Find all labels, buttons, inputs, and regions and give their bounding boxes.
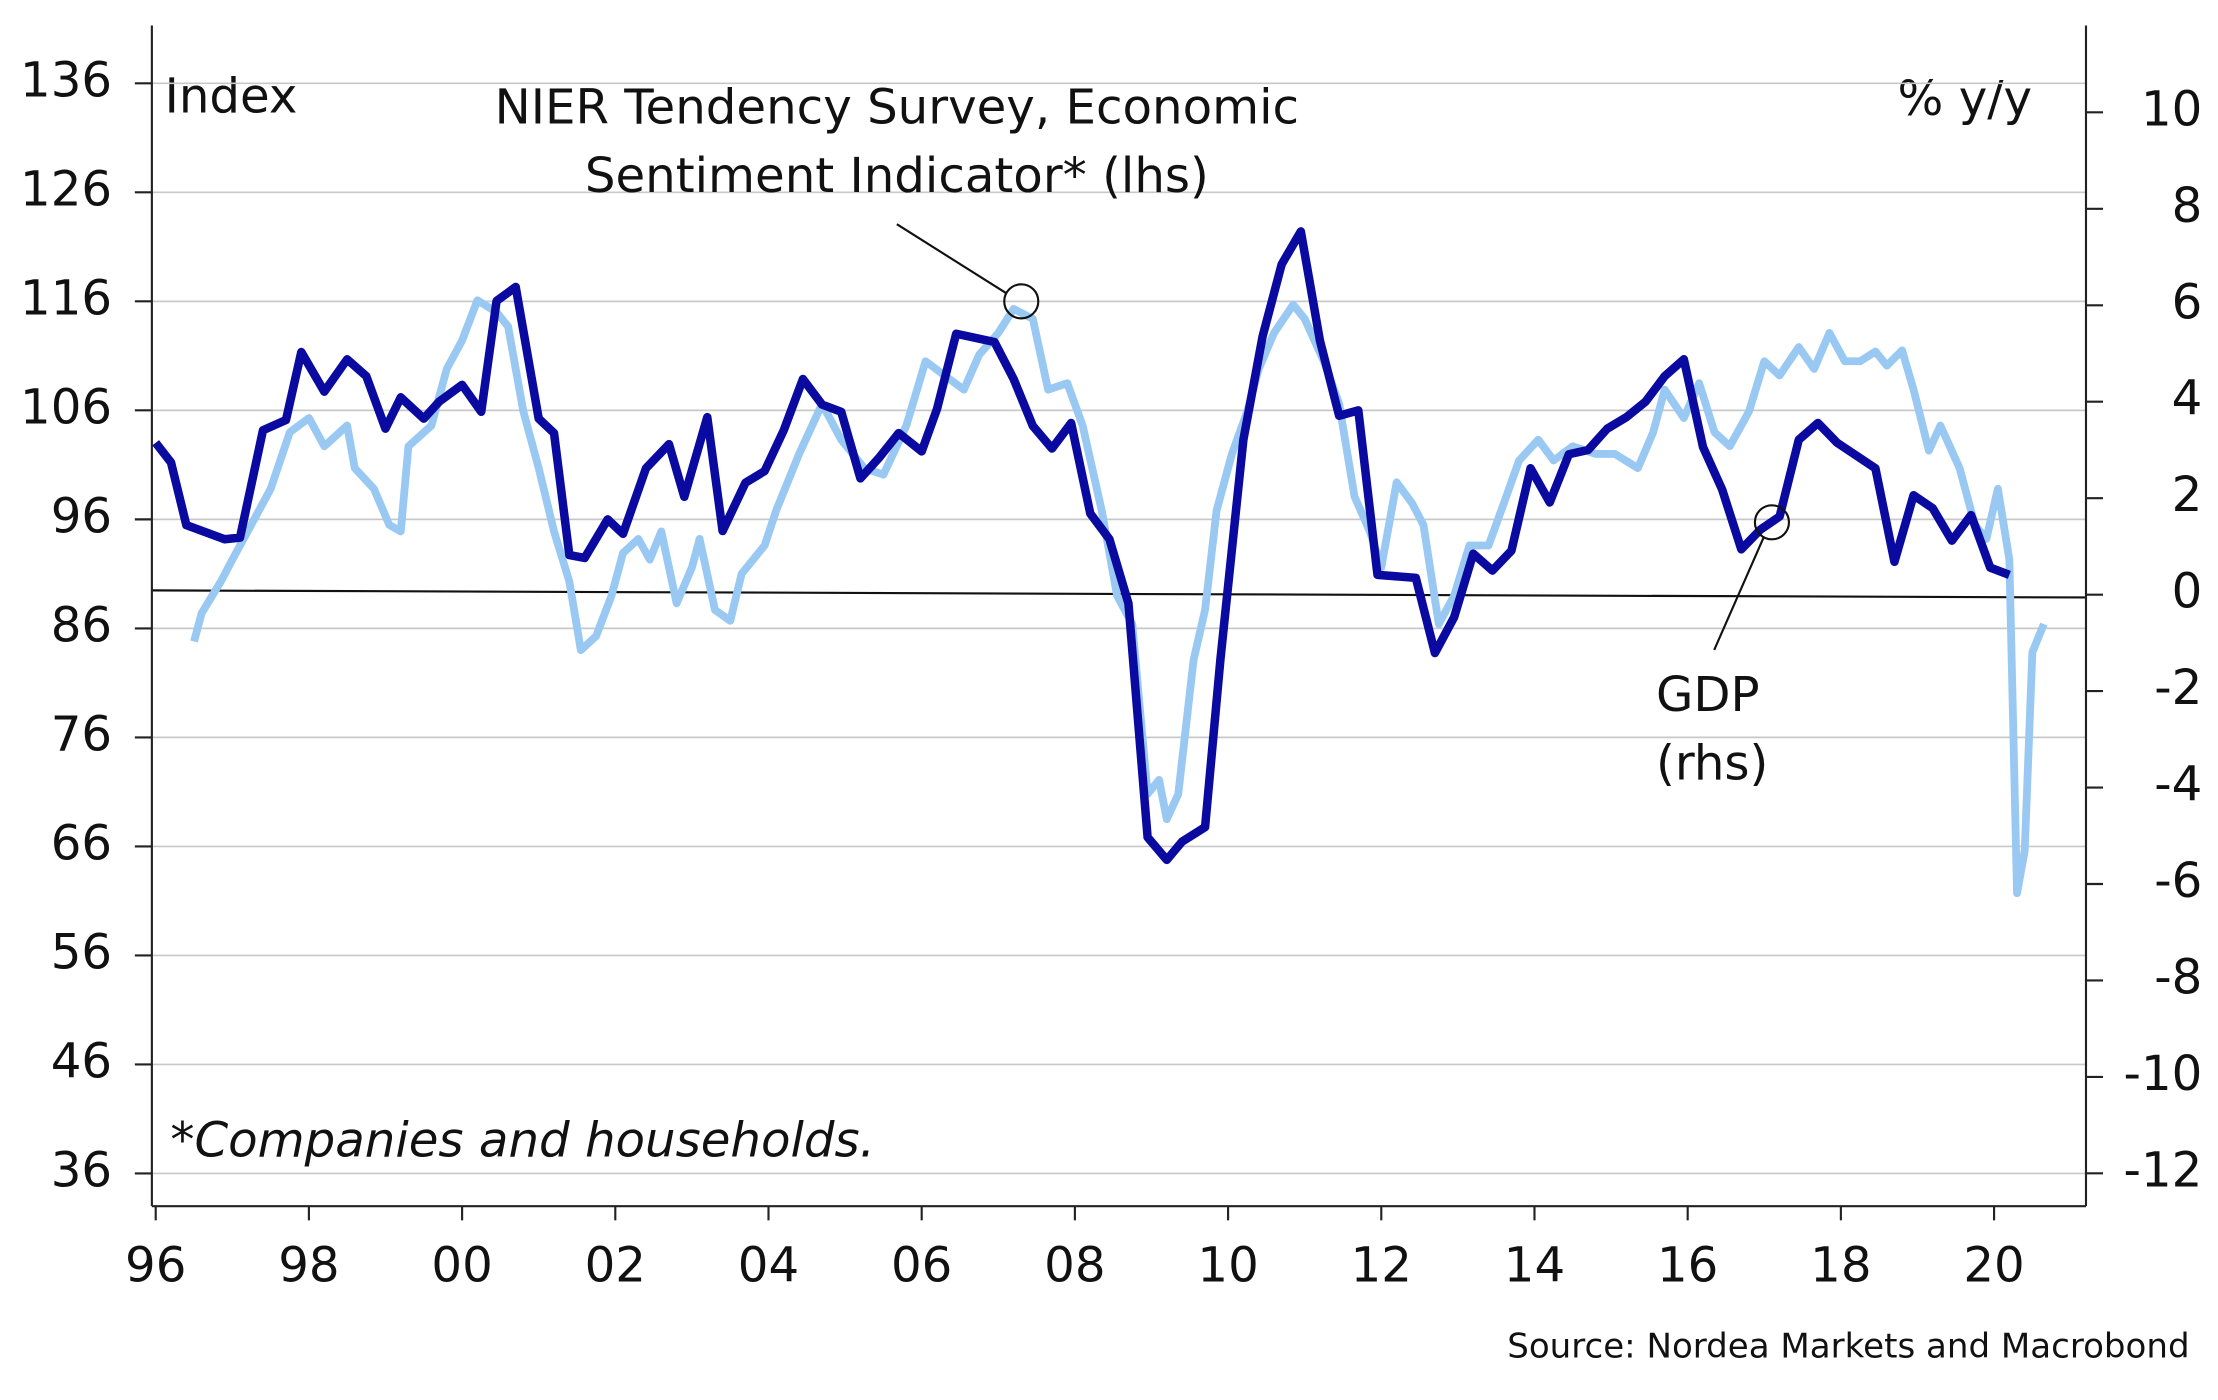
annotation-text: NIER Tendency Survey, Economic (495, 80, 1299, 136)
x-tick-label: 98 (278, 1238, 339, 1294)
y2-tick-label: -2 (2154, 660, 2202, 716)
y2-tick-label: 10 (2141, 81, 2202, 137)
x-tick-label: 08 (1044, 1238, 1105, 1294)
x-tick-label: 10 (1197, 1238, 1258, 1294)
y2-tick-label: -8 (2154, 949, 2202, 1005)
annotation-text: Sentiment Indicator* (lhs) (585, 148, 1209, 204)
y2-tick-label: -12 (2124, 1142, 2203, 1198)
x-tick-label: 20 (1963, 1238, 2024, 1294)
y-tick-label: 136 (20, 52, 112, 108)
x-tick-label: 96 (125, 1238, 186, 1294)
y-tick-label: 76 (51, 706, 112, 762)
y-tick-label: 56 (51, 924, 112, 980)
y-tick-label: 126 (20, 161, 112, 217)
y-tick-label: 66 (51, 815, 112, 871)
annotation-marker (1753, 504, 1791, 541)
y-axis-label: Index (165, 68, 298, 124)
y2-tick-label: 2 (2172, 467, 2203, 523)
y2-tick-label: 4 (2172, 371, 2203, 427)
x-tick-label: 12 (1351, 1238, 1412, 1294)
y2-axis-label: % y/y (1898, 71, 2033, 127)
x-tick-label: 06 (891, 1238, 952, 1294)
x-tick-label: 04 (738, 1238, 799, 1294)
x-tick-label: 18 (1810, 1238, 1871, 1294)
annotation-text: (rhs) (1656, 735, 1768, 791)
x-tick-label: 02 (585, 1238, 646, 1294)
y-tick-label: 116 (20, 270, 112, 326)
series-line (190, 296, 2048, 898)
leader-line (1713, 537, 1765, 651)
source: Source: Nordea Markets and Macrobond (1507, 1327, 2189, 1367)
leader-line (896, 223, 1007, 294)
footnote: *Companies and households. (170, 1113, 875, 1169)
y2-tick-label: 8 (2172, 178, 2203, 234)
y-tick-label: 86 (51, 597, 112, 653)
y2-tick-label: 6 (2172, 274, 2203, 330)
x-tick-label: 00 (431, 1238, 492, 1294)
x-tick-label: 16 (1657, 1238, 1718, 1294)
y2-tick-label: -4 (2154, 757, 2202, 813)
y2-tick-label: 0 (2172, 564, 2203, 620)
series-line (152, 227, 2011, 865)
y2-tick-label: -6 (2154, 853, 2202, 909)
y-tick-label: 96 (51, 488, 112, 544)
annotation-text: GDP (1656, 667, 1760, 723)
y-tick-label: 36 (51, 1142, 112, 1198)
y-tick-label: 106 (20, 379, 112, 435)
y2-tick-label: -10 (2124, 1046, 2203, 1102)
y-tick-label: 46 (51, 1033, 112, 1089)
annotation-marker (1003, 283, 1040, 320)
x-tick-label: 14 (1504, 1238, 1565, 1294)
